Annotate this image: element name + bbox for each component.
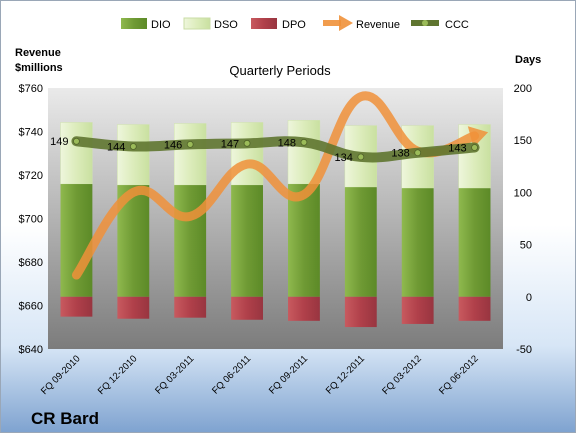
right-tick-label: 200 [514, 83, 532, 95]
left-axis-label-line1: Revenue [15, 47, 61, 59]
x-tick-label: FQ 06-2011 [210, 353, 253, 396]
x-tick-label: FQ 03-2012 [380, 353, 424, 397]
ccc-point [471, 144, 478, 151]
dio-bar [344, 187, 377, 297]
ccc-point [357, 153, 365, 161]
left-tick-label: $740 [19, 127, 43, 139]
chart-title: Quarterly Periods [229, 63, 331, 78]
legend-label-revenue: Revenue [356, 19, 400, 31]
dio-bar [401, 188, 434, 297]
dpo-bar [231, 296, 263, 320]
left-tick-label: $720 [19, 170, 43, 182]
ccc-point [300, 138, 308, 146]
left-axis: $640 $660 $680 $700 $720 $740 $760 [19, 83, 43, 356]
x-tick-label: FQ 12-2011 [324, 353, 367, 396]
dpo-bar [344, 296, 377, 328]
dpo-bar [401, 296, 434, 324]
ccc-point [73, 137, 80, 145]
right-tick-label: 50 [520, 240, 532, 252]
ccc-data-label: 146 [164, 139, 182, 151]
legend: DIO DSO DPO Revenue CCC [121, 15, 469, 31]
legend-label-dio: DIO [151, 19, 171, 31]
ccc-data-label: 143 [448, 143, 466, 155]
legend-swatch-dso [183, 17, 211, 30]
dpo-bar [174, 296, 207, 318]
dso-bar [230, 122, 264, 186]
ccc-data-label: 134 [334, 152, 352, 164]
dso-bar [60, 122, 93, 185]
ccc-point [129, 143, 137, 150]
ccc-point [414, 149, 422, 157]
dio-bar [231, 185, 263, 297]
x-axis: FQ 09-2010 FQ 12-2010 FQ 03-2011 FQ 06-2011… [39, 353, 481, 397]
dpo-bar [288, 296, 320, 321]
dpo-bar [458, 296, 491, 321]
dio-bar [174, 185, 207, 297]
ccc-data-label: 144 [107, 141, 125, 153]
dso-bar [287, 120, 321, 185]
x-tick-label: FQ 06-2012 [437, 353, 481, 397]
legend-label-dso: DSO [214, 19, 238, 31]
ccc-line [71, 136, 480, 163]
dio-bar [60, 184, 93, 297]
right-tick-label: -50 [516, 344, 532, 356]
right-tick-label: 100 [514, 187, 532, 199]
left-tick-label: $700 [19, 214, 43, 226]
left-tick-label: $680 [19, 257, 43, 269]
ccc-data-label: 149 [50, 136, 68, 148]
legend-swatch-ccc [411, 20, 439, 26]
right-tick-label: 0 [526, 292, 532, 304]
line-series: 149 144 146 147 148 134 138 143 [50, 91, 489, 280]
dio-bar [288, 184, 320, 297]
legend-swatch-dpo [251, 18, 277, 29]
ccc-point [186, 140, 194, 148]
left-tick-label: $660 [19, 301, 43, 313]
legend-swatch-revenue [323, 15, 353, 31]
ccc-point [243, 139, 251, 147]
company-name: CR Bard [31, 409, 99, 428]
revenue-arrowhead [467, 126, 489, 148]
left-tick-label: $640 [19, 344, 43, 356]
left-tick-label: $760 [19, 83, 43, 95]
x-tick-label: FQ 03-2011 [153, 353, 196, 396]
legend-label-ccc: CCC [445, 19, 469, 31]
revenue-line [71, 91, 480, 280]
dio-bar [458, 188, 491, 297]
dpo-bar [60, 296, 93, 317]
ccc-data-label: 148 [278, 137, 296, 149]
right-axis-label: Days [515, 54, 541, 66]
legend-label-dpo: DPO [282, 19, 306, 31]
dpo-bar [117, 296, 150, 319]
ccc-data-label: 147 [221, 138, 239, 150]
dso-bar [174, 123, 207, 186]
left-axis-label-line2: $millions [15, 62, 63, 74]
x-tick-label: FQ 09-2011 [267, 353, 310, 396]
plot-area [48, 88, 503, 349]
x-tick-label: FQ 12-2010 [96, 353, 140, 397]
right-axis: -50 0 50 100 150 200 [514, 83, 532, 356]
right-tick-label: 150 [514, 135, 532, 147]
ccc-data-label: 138 [391, 148, 409, 160]
legend-swatch-dio [121, 18, 147, 29]
x-tick-label: FQ 09-2010 [39, 353, 83, 397]
dso-bar [117, 124, 150, 186]
